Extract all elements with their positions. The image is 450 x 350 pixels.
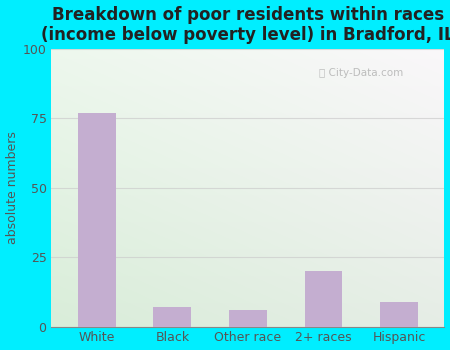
- Bar: [153, 307, 191, 327]
- Bar: [380, 302, 418, 327]
- Text: ⓘ City-Data.com: ⓘ City-Data.com: [319, 68, 403, 78]
- Bar: [78, 113, 116, 327]
- Y-axis label: absolute numbers: absolute numbers: [5, 131, 18, 244]
- Bar: [229, 310, 267, 327]
- Bar: [305, 271, 342, 327]
- Title: Breakdown of poor residents within races
(income below poverty level) in Bradfor: Breakdown of poor residents within races…: [41, 6, 450, 44]
